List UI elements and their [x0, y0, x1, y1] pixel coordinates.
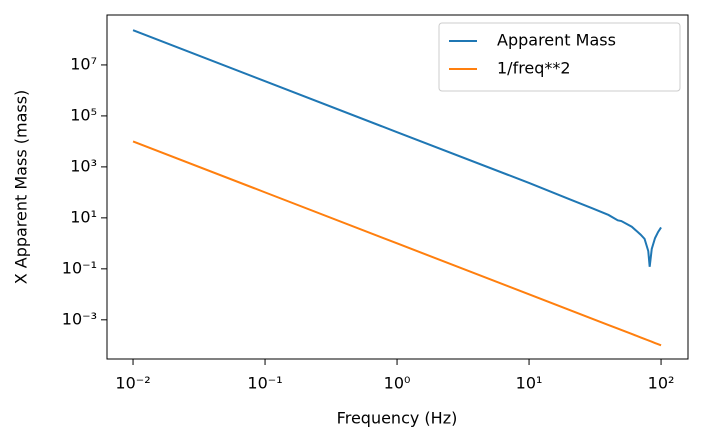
x-tick-label: 10⁻¹: [247, 374, 282, 393]
series-line: [132, 140, 662, 347]
series-line: [132, 29, 662, 267]
x-tick-label: 10¹: [516, 374, 543, 393]
legend-label: Apparent Mass: [497, 31, 616, 50]
y-tick-label: 10⁻¹: [62, 258, 97, 277]
x-tick-label: 10²: [648, 374, 675, 393]
x-tick-label: 10⁻²: [115, 374, 150, 393]
x-tick-label: 10⁰: [384, 374, 411, 393]
y-tick-label: 10⁵: [70, 105, 97, 124]
y-tick-label: 10⁻³: [62, 309, 97, 328]
legend-box: [438, 22, 681, 92]
y-tick-label: 10⁷: [70, 54, 97, 73]
x-axis-label: Frequency (Hz): [337, 409, 458, 428]
y-axis-label: X Apparent Mass (mass): [12, 90, 31, 285]
y-tick-label: 10³: [70, 156, 97, 175]
legend-label: 1/freq**2: [497, 59, 571, 78]
y-tick-label: 10¹: [70, 207, 97, 226]
